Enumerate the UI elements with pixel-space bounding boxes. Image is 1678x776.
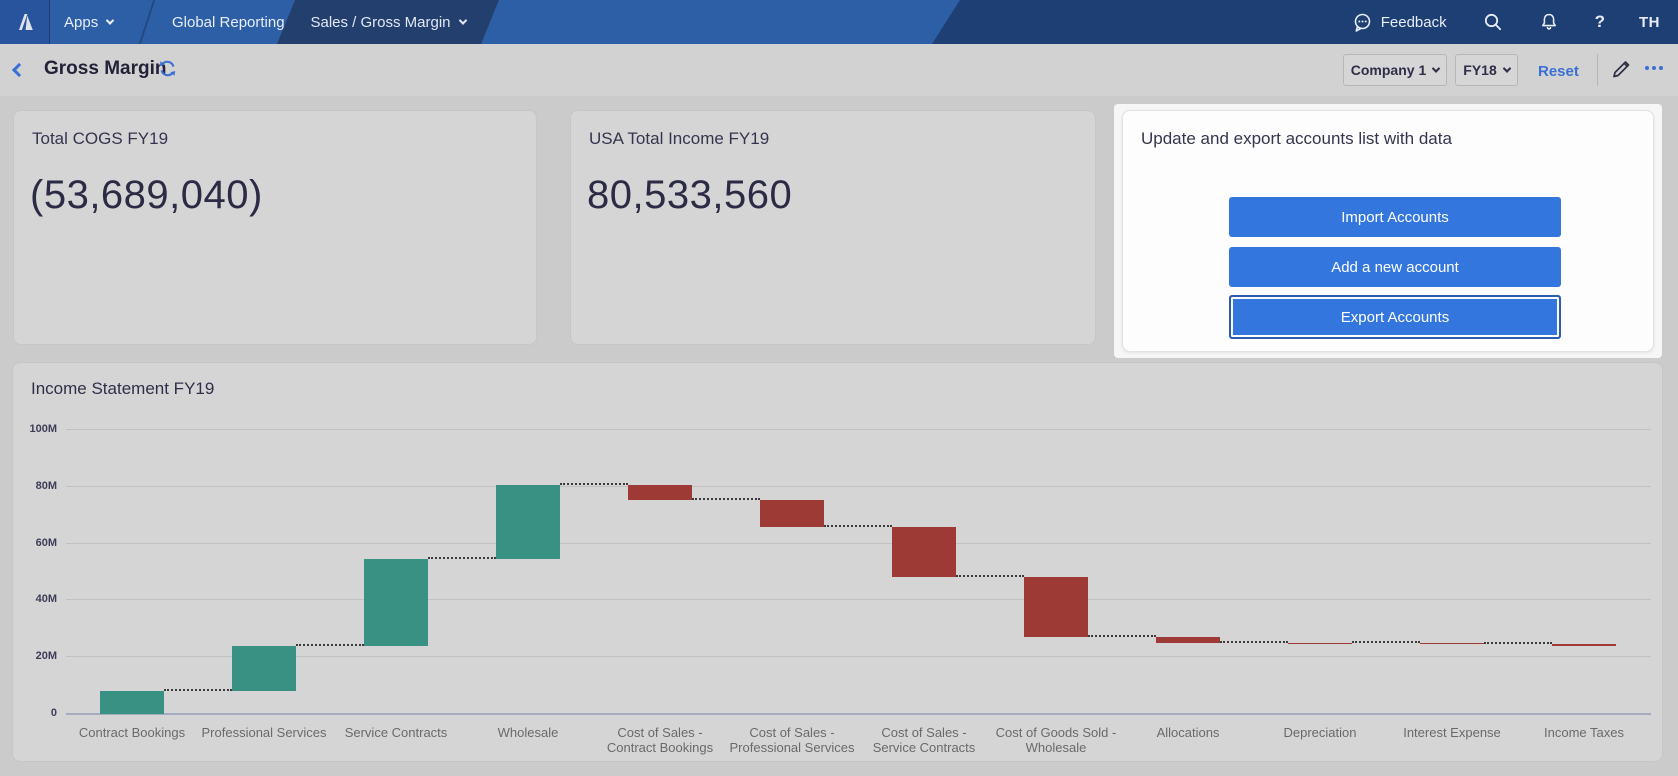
kpi-card-title: USA Total Income FY19 bbox=[589, 129, 770, 148]
refresh-button[interactable] bbox=[158, 59, 177, 83]
kpi-card-title: Total COGS FY19 bbox=[32, 129, 169, 148]
nav-workspace-label: Global Reporting bbox=[172, 13, 285, 31]
waterfall-connector bbox=[1220, 640, 1288, 643]
search-button[interactable] bbox=[1483, 12, 1503, 32]
actions-card-title: Update and export accounts list with dat… bbox=[1141, 129, 1452, 148]
pencil-icon bbox=[1613, 61, 1630, 78]
add-new-account-button[interactable]: Add a new account bbox=[1229, 247, 1561, 287]
x-axis-category-label: Allocations bbox=[1156, 725, 1220, 740]
x-axis-category-label: Income Taxes bbox=[1544, 725, 1624, 740]
income-statement-chart-card: Income Statement FY19 0 20M 40M 60M 80M 100M C… bbox=[12, 362, 1663, 762]
waterfall-connector bbox=[560, 483, 628, 486]
reset-button[interactable]: Reset bbox=[1538, 63, 1579, 80]
import-accounts-button[interactable]: Import Accounts bbox=[1229, 197, 1561, 237]
notifications-button[interactable] bbox=[1539, 12, 1559, 32]
x-axis-category-label: Service Contracts bbox=[344, 725, 448, 740]
y-gridline bbox=[66, 542, 1651, 544]
anaplan-logo[interactable] bbox=[0, 0, 50, 44]
x-axis-category-label: Professional Services bbox=[201, 725, 327, 740]
y-gridline bbox=[66, 485, 1651, 487]
waterfall-connector bbox=[296, 643, 364, 646]
kpi-card-value: (53,689,040) bbox=[30, 173, 263, 217]
waterfall-bar-8 bbox=[1024, 576, 1088, 638]
toolbar: Gross Margin Company 1 FY18 Reset bbox=[0, 44, 1678, 96]
kpi-card-value: 80,533,560 bbox=[587, 173, 793, 217]
kpi-card-total-cogs: Total COGS FY19 (53,689,040) bbox=[13, 110, 537, 345]
actions-card: Update and export accounts list with dat… bbox=[1122, 110, 1654, 352]
waterfall-bar-10 bbox=[1288, 642, 1352, 644]
x-axis-category-label: Cost of Goods Sold - Wholesale bbox=[995, 725, 1117, 755]
edit-button[interactable] bbox=[1610, 56, 1634, 85]
waterfall-bar-6 bbox=[760, 499, 824, 527]
waterfall-bar-5 bbox=[628, 485, 692, 500]
y-axis-tick-label: 0 bbox=[50, 707, 57, 719]
waterfall-connector bbox=[1352, 641, 1420, 644]
waterfall-connector bbox=[824, 524, 892, 527]
period-selector-value: FY18 bbox=[1463, 62, 1497, 78]
y-gridline bbox=[66, 429, 1651, 430]
waterfall-connector bbox=[1088, 635, 1156, 638]
y-axis-tick-label: 60M bbox=[35, 536, 57, 549]
nav-apps-label: Apps bbox=[64, 13, 99, 31]
anaplan-logo-icon bbox=[18, 14, 33, 30]
waterfall-bar-12 bbox=[1552, 643, 1616, 646]
waterfall-connector bbox=[1484, 641, 1552, 644]
chart-title: Income Statement FY19 bbox=[31, 379, 215, 398]
chevron-down-icon bbox=[105, 16, 115, 25]
waterfall-bar-2 bbox=[232, 645, 296, 691]
company-selector-value: Company 1 bbox=[1350, 62, 1427, 78]
y-axis-tick-label: 20M bbox=[35, 650, 57, 663]
waterfall-chart: 0 20M 40M 60M 80M 100M Contract Bookings Profes… bbox=[13, 363, 1662, 761]
y-axis-tick-label: 100M bbox=[29, 423, 57, 435]
back-button[interactable] bbox=[11, 62, 27, 78]
feedback-button[interactable] bbox=[1352, 12, 1373, 33]
waterfall-bar-7 bbox=[892, 526, 956, 577]
waterfall-connector bbox=[164, 688, 232, 691]
toolbar-divider bbox=[1597, 54, 1598, 86]
waterfall-connector bbox=[692, 497, 760, 500]
chevron-down-icon bbox=[458, 16, 466, 24]
chevron-down-icon bbox=[1431, 64, 1441, 73]
bell-icon bbox=[1541, 13, 1556, 30]
x-axis-category-label: Wholesale bbox=[497, 725, 559, 740]
period-selector[interactable]: FY18 bbox=[1455, 54, 1518, 86]
avatar[interactable]: TH bbox=[1639, 13, 1660, 31]
x-axis-line bbox=[66, 713, 1651, 715]
speech-bubble-dots-icon bbox=[1354, 13, 1371, 32]
y-axis-tick-label: 40M bbox=[35, 593, 57, 606]
export-accounts-button[interactable]: Export Accounts bbox=[1229, 295, 1561, 339]
help-button[interactable]: ? bbox=[1594, 12, 1605, 31]
x-axis-category-label: Interest Expense bbox=[1403, 725, 1501, 740]
waterfall-bar-9 bbox=[1156, 637, 1220, 643]
x-axis-category-label: Contract Bookings bbox=[78, 725, 186, 740]
nav-page-tab[interactable]: Sales / Gross Margin bbox=[277, 0, 499, 44]
sync-arrows-icon bbox=[159, 60, 176, 77]
ellipsis-icon bbox=[1645, 66, 1649, 70]
x-axis-category-label: Cost of Sales - Service Contracts bbox=[872, 725, 976, 755]
nav-workspace-dropdown[interactable]: Global Reporting bbox=[172, 0, 301, 44]
y-gridline bbox=[66, 656, 1651, 658]
page-title: Gross Margin bbox=[44, 58, 167, 79]
top-nav-bar: Apps Global Reporting Sales / Gross Marg… bbox=[0, 0, 1678, 44]
waterfall-connector bbox=[428, 557, 496, 560]
nav-page-tab-label: Sales / Gross Margin bbox=[310, 13, 451, 31]
x-axis-category-label: Cost of Sales - Contract Bookings bbox=[606, 725, 714, 755]
waterfall-bar-4 bbox=[496, 485, 560, 560]
waterfall-connector bbox=[956, 574, 1024, 577]
company-selector[interactable]: Company 1 bbox=[1343, 54, 1447, 86]
x-axis-category-label: Depreciation bbox=[1283, 725, 1357, 740]
actions-card-selection-backdrop: Update and export accounts list with dat… bbox=[1114, 104, 1662, 358]
waterfall-bar-3 bbox=[364, 559, 428, 646]
nav-apps-dropdown[interactable]: Apps bbox=[64, 0, 115, 44]
feedback-label[interactable]: Feedback bbox=[1380, 13, 1447, 31]
waterfall-bar-1 bbox=[100, 690, 164, 714]
waterfall-bar-11 bbox=[1420, 643, 1484, 645]
x-axis-category-label: Cost of Sales - Professional Services bbox=[729, 725, 855, 755]
y-axis-tick-label: 80M bbox=[35, 479, 57, 492]
search-icon bbox=[1484, 13, 1501, 31]
more-options-button[interactable] bbox=[1645, 66, 1663, 70]
chevron-down-icon bbox=[1502, 64, 1511, 73]
kpi-card-usa-total-income: USA Total Income FY19 80,533,560 bbox=[570, 110, 1096, 345]
y-gridline bbox=[66, 599, 1651, 601]
